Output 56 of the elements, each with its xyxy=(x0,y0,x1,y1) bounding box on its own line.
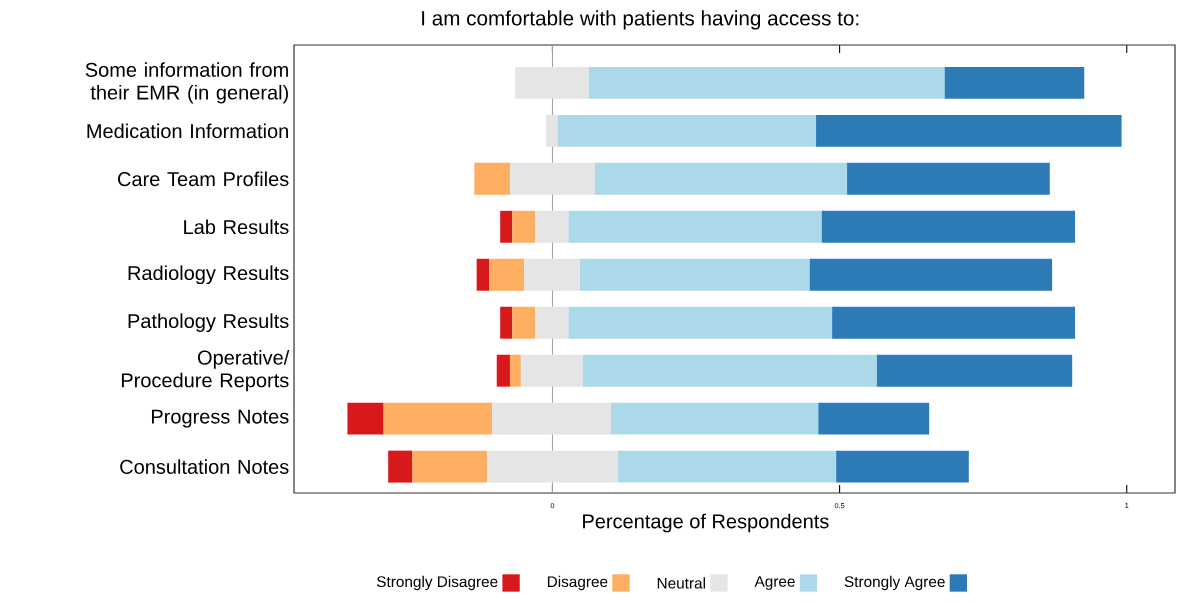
bar xyxy=(512,306,536,339)
legend-label: Disagree xyxy=(547,575,608,591)
bar xyxy=(512,210,536,243)
bar xyxy=(568,210,822,243)
y-tick-label: Operative/ Procedure Reports xyxy=(121,350,290,392)
bar xyxy=(383,402,493,435)
bar xyxy=(520,354,583,387)
bar xyxy=(509,162,595,195)
y-tick-label: Lab Results xyxy=(184,219,289,235)
bar xyxy=(617,450,837,483)
bar xyxy=(486,450,618,483)
bar xyxy=(489,258,525,291)
bar xyxy=(509,354,521,387)
bar xyxy=(582,354,877,387)
bar xyxy=(588,66,945,99)
chart-title: I am comfortable with patients having access to: xyxy=(422,10,859,30)
bar xyxy=(515,66,589,99)
legend-label: Strongly Disagree xyxy=(376,575,498,591)
bar xyxy=(535,306,569,339)
bar xyxy=(847,162,1050,195)
bar xyxy=(818,402,930,435)
y-tick-label: Care Team Profiles xyxy=(118,171,289,187)
bar xyxy=(568,306,833,339)
y-tick-label: Progress Notes xyxy=(151,409,289,428)
y-tick-label: Consultation Notes xyxy=(120,459,289,474)
bar xyxy=(496,354,510,387)
bar xyxy=(557,114,817,147)
bar xyxy=(546,114,558,147)
bar xyxy=(524,258,581,291)
bar xyxy=(594,162,848,195)
bar xyxy=(580,258,810,291)
bar xyxy=(944,66,1085,99)
bar xyxy=(347,402,384,435)
bar xyxy=(492,402,612,435)
bar xyxy=(809,258,1053,291)
x-axis-title: Percentage of Respondents xyxy=(583,513,829,533)
bar xyxy=(535,210,569,243)
legend-label: Strongly Agree xyxy=(844,575,945,591)
bar xyxy=(821,210,1076,243)
y-tick-label: Radiology Results xyxy=(128,265,289,285)
y-tick-label: Some information from their EMR (in general) xyxy=(85,62,288,104)
bar xyxy=(816,114,1122,147)
y-tick-label: Medication Information xyxy=(87,123,288,139)
bar xyxy=(832,306,1076,339)
bar xyxy=(500,210,513,243)
legend-label: Neutral xyxy=(657,577,705,589)
bar xyxy=(474,162,510,195)
bar xyxy=(876,354,1073,387)
bar xyxy=(388,450,413,483)
bar xyxy=(611,402,819,435)
bar xyxy=(836,450,969,483)
legend-label: Agree xyxy=(754,576,795,590)
bar xyxy=(412,450,487,483)
bar xyxy=(476,258,490,291)
bar xyxy=(500,306,513,339)
y-tick-label: Pathology Results xyxy=(128,313,289,333)
